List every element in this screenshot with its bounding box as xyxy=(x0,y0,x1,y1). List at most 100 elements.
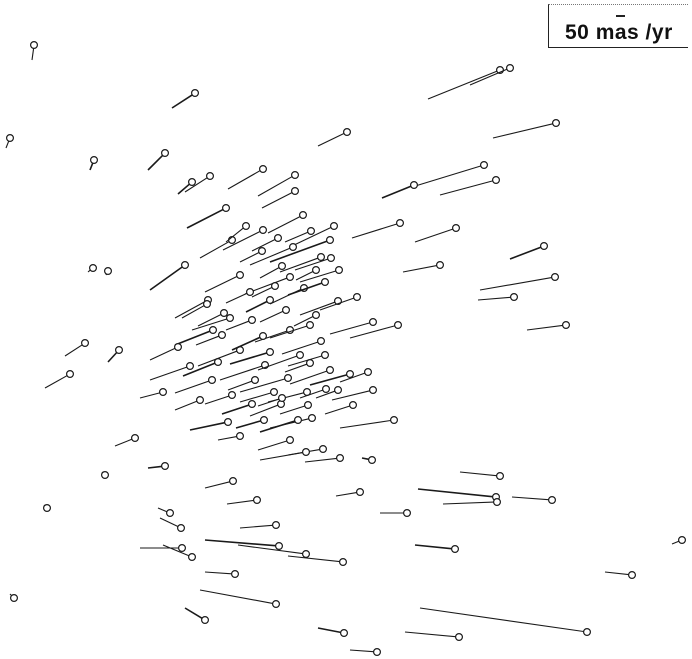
star-marker-16 xyxy=(410,181,419,190)
motion-vector-133 xyxy=(295,271,314,281)
star-marker-10 xyxy=(291,171,300,180)
motion-vector-131 xyxy=(245,300,268,313)
motion-vector-137 xyxy=(5,140,10,149)
motion-vector-42 xyxy=(191,318,227,331)
motion-vector-54 xyxy=(149,347,176,361)
star-marker-67 xyxy=(286,436,295,445)
motion-vector-117 xyxy=(259,310,284,323)
star-marker-110 xyxy=(307,227,316,236)
star-marker-93 xyxy=(231,569,240,578)
star-marker-37 xyxy=(510,293,519,302)
star-marker-1 xyxy=(191,88,200,97)
star-marker-105 xyxy=(100,471,109,480)
star-marker-125 xyxy=(228,391,237,400)
motion-vector-90 xyxy=(239,524,273,529)
motion-vector-136 xyxy=(89,162,94,171)
motion-vector-100 xyxy=(604,571,629,576)
star-marker-80 xyxy=(403,509,412,518)
star-marker-87 xyxy=(302,549,311,558)
motion-vector-1 xyxy=(171,94,193,109)
motion-vector-99 xyxy=(419,607,584,633)
motion-vector-122 xyxy=(249,404,278,417)
motion-vector-52 xyxy=(174,380,209,394)
motion-vector-75 xyxy=(114,438,133,447)
star-marker-63 xyxy=(369,386,378,395)
star-marker-18 xyxy=(452,224,461,233)
motion-vector-130 xyxy=(315,390,335,399)
motion-vector-36 xyxy=(509,246,542,260)
star-marker-44 xyxy=(306,321,315,330)
star-marker-75 xyxy=(131,434,140,443)
star-marker-8 xyxy=(259,165,268,174)
motion-vector-110 xyxy=(284,231,309,243)
star-marker-54 xyxy=(174,343,183,352)
motion-vector-77 xyxy=(204,481,230,489)
star-marker-51 xyxy=(214,358,223,367)
motion-vector-22 xyxy=(249,247,291,266)
star-marker-56 xyxy=(114,346,123,355)
motion-vector-31 xyxy=(287,282,323,296)
star-marker-119 xyxy=(251,376,260,385)
star-marker-26 xyxy=(181,261,190,270)
motion-vector-60 xyxy=(289,370,327,385)
star-marker-114 xyxy=(218,331,227,340)
motion-vector-78 xyxy=(226,499,254,505)
star-marker-107 xyxy=(242,222,251,231)
motion-vector-87 xyxy=(237,544,303,555)
star-marker-13 xyxy=(330,222,339,231)
motion-vector-66 xyxy=(259,420,296,433)
star-marker-28 xyxy=(236,271,245,280)
star-marker-132 xyxy=(246,288,255,297)
motion-vector-35 xyxy=(479,277,552,291)
motion-vector-135 xyxy=(251,287,273,298)
motion-vector-18 xyxy=(414,228,453,243)
star-marker-71 xyxy=(224,418,233,427)
motion-vector-14 xyxy=(411,165,481,188)
star-marker-5 xyxy=(551,118,560,127)
star-marker-42 xyxy=(226,314,235,323)
motion-vector-62 xyxy=(339,372,365,383)
star-marker-120 xyxy=(270,388,279,397)
motion-vector-17 xyxy=(351,223,397,239)
motion-vector-127 xyxy=(257,398,279,407)
star-marker-89 xyxy=(188,552,197,561)
motion-vector-89 xyxy=(162,544,190,557)
star-marker-66 xyxy=(294,416,303,425)
motion-vector-8 xyxy=(227,170,261,190)
star-marker-74 xyxy=(159,388,168,397)
motion-vector-108 xyxy=(251,239,276,252)
star-marker-115 xyxy=(248,316,257,325)
star-marker-69 xyxy=(302,448,311,457)
motion-vector-94 xyxy=(157,507,168,513)
motion-vector-11 xyxy=(186,208,224,229)
star-marker-123 xyxy=(322,385,331,394)
star-marker-126 xyxy=(260,416,269,425)
star-marker-121 xyxy=(248,400,257,409)
star-marker-101 xyxy=(201,615,210,624)
star-marker-14 xyxy=(480,161,489,170)
motion-vector-92 xyxy=(199,589,273,604)
star-marker-77 xyxy=(229,477,238,486)
star-marker-15 xyxy=(492,176,501,185)
star-marker-96 xyxy=(340,628,349,637)
motion-vector-24 xyxy=(294,258,328,271)
star-marker-52 xyxy=(208,376,217,385)
motion-vector-118 xyxy=(293,316,314,327)
motion-vector-115 xyxy=(225,320,249,331)
star-marker-113 xyxy=(220,309,229,318)
star-marker-106 xyxy=(368,456,377,465)
motion-vector-70 xyxy=(304,457,337,463)
star-marker-102 xyxy=(677,535,686,544)
motion-vector-40 xyxy=(329,322,370,335)
motion-vector-98 xyxy=(349,649,374,653)
star-marker-59 xyxy=(296,351,305,360)
motion-vector-107 xyxy=(225,227,244,243)
motion-vector-67 xyxy=(257,440,287,451)
star-marker-34 xyxy=(436,261,445,270)
motion-vector-82 xyxy=(442,501,494,505)
motion-vector-15 xyxy=(439,180,493,196)
motion-vector-45 xyxy=(281,341,318,355)
motion-vector-79 xyxy=(335,492,357,497)
scale-box: 50 mas /yr xyxy=(548,4,688,48)
